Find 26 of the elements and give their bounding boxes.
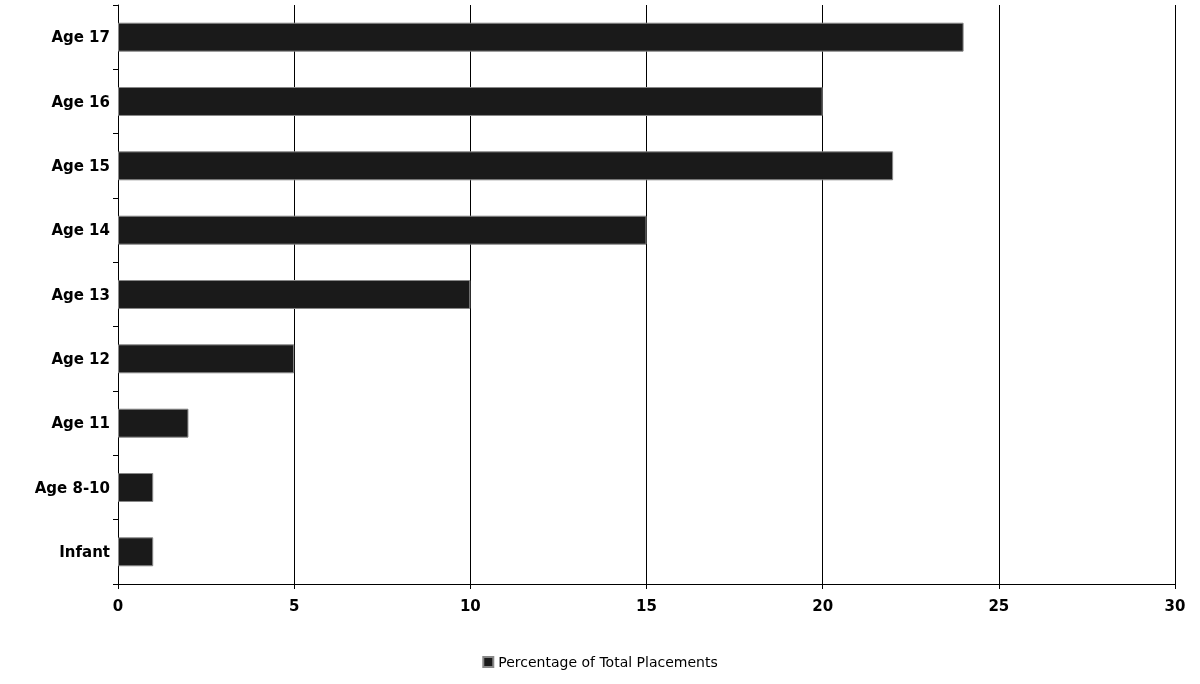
- bar: [118, 408, 189, 438]
- y-tick-label: Age 8-10: [34, 478, 110, 497]
- x-tick-label: 0: [112, 596, 124, 615]
- x-tick-label: 5: [288, 596, 300, 615]
- bar: [118, 280, 471, 309]
- legend-label: Percentage of Total Placements: [498, 654, 718, 670]
- bar: [118, 22, 964, 52]
- bar: [118, 473, 154, 502]
- bar: [118, 537, 154, 567]
- bar: [118, 151, 894, 181]
- bar: [118, 215, 647, 245]
- x-tick-label: 15: [636, 596, 657, 615]
- x-tick-label: 20: [812, 596, 834, 615]
- y-tick-label: Age 11: [51, 414, 110, 433]
- y-tick-label: Age 13: [51, 285, 110, 304]
- x-tick-label: 25: [988, 596, 1010, 615]
- bar: [118, 344, 295, 374]
- y-tick-label: Age 14: [51, 221, 110, 240]
- y-tick-label: Age 17: [51, 28, 110, 47]
- y-tick-label: Age 12: [51, 349, 110, 368]
- y-tick-label: Age 16: [51, 92, 110, 111]
- x-tick-label: 30: [1164, 596, 1186, 615]
- y-tick-label: Age 15: [51, 156, 110, 175]
- bar: [118, 87, 823, 116]
- y-tick-label: Infant: [59, 542, 110, 561]
- x-tick-label: 10: [459, 596, 481, 615]
